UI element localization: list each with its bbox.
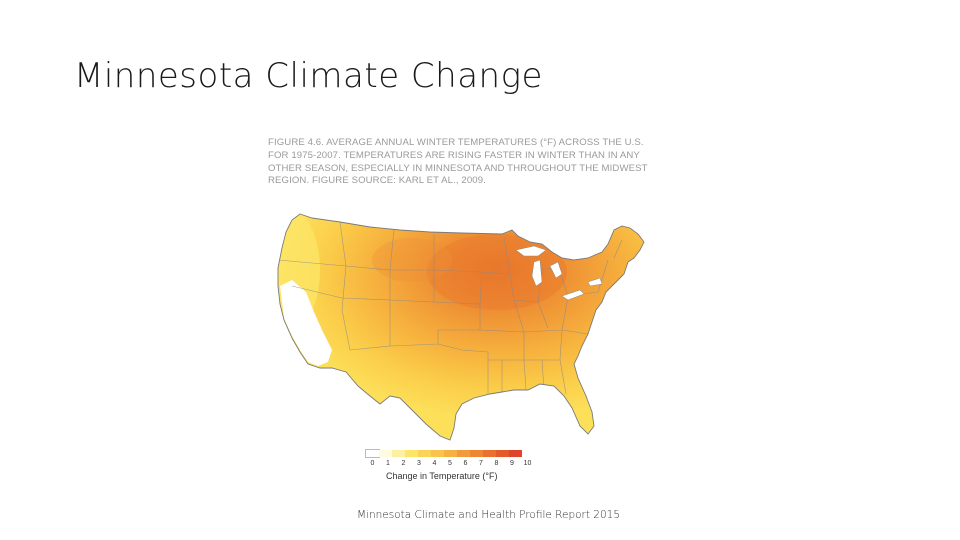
legend-swatch <box>483 450 496 457</box>
legend-tick-label: 4 <box>432 460 437 467</box>
slide-title: Minnesota Climate Change <box>74 56 543 96</box>
figure-caption: FIGURE 4.6. AVERAGE ANNUAL WINTER TEMPER… <box>268 137 648 187</box>
legend-swatch <box>470 450 483 457</box>
no-change-area <box>280 280 332 366</box>
footer-source: Minnesota Climate and Health Profile Rep… <box>357 509 621 521</box>
legend-swatch <box>496 450 509 457</box>
legend-tick-label: 2 <box>401 460 406 467</box>
legend-swatch <box>405 450 418 457</box>
legend-swatch <box>509 450 522 457</box>
legend-tick-label: 1 <box>386 460 390 467</box>
legend-tick-label: 7 <box>479 460 483 467</box>
great-lakes <box>515 245 603 301</box>
legend-tick-label: 3 <box>417 460 421 467</box>
legend-tick-label: 10 <box>523 460 532 467</box>
map-legend: 0 1 2 3 4 5 6 7 8 9 10 Change in Temperature (°F) <box>362 446 542 486</box>
us-temperature-map <box>277 213 645 441</box>
legend-ticks: 0 1 2 3 4 5 6 7 8 9 10 <box>366 460 536 470</box>
legend-tick-label: 8 <box>494 460 499 467</box>
legend-swatch <box>457 450 470 457</box>
legend-colorbar <box>365 449 522 458</box>
legend-swatch <box>392 450 405 457</box>
legend-swatch <box>431 450 444 457</box>
legend-tick-label: 6 <box>463 460 468 467</box>
legend-swatch <box>379 450 392 457</box>
legend-tick-label: 0 <box>370 460 375 467</box>
legend-swatch <box>418 450 431 457</box>
legend-title: Change in Temperature (°F) <box>386 471 498 481</box>
map-fill <box>278 214 644 440</box>
legend-swatch <box>444 450 457 457</box>
legend-tick-label: 5 <box>448 460 452 467</box>
legend-tick-label: 9 <box>510 460 514 467</box>
legend-swatch <box>365 449 380 458</box>
state-borders <box>278 221 625 395</box>
